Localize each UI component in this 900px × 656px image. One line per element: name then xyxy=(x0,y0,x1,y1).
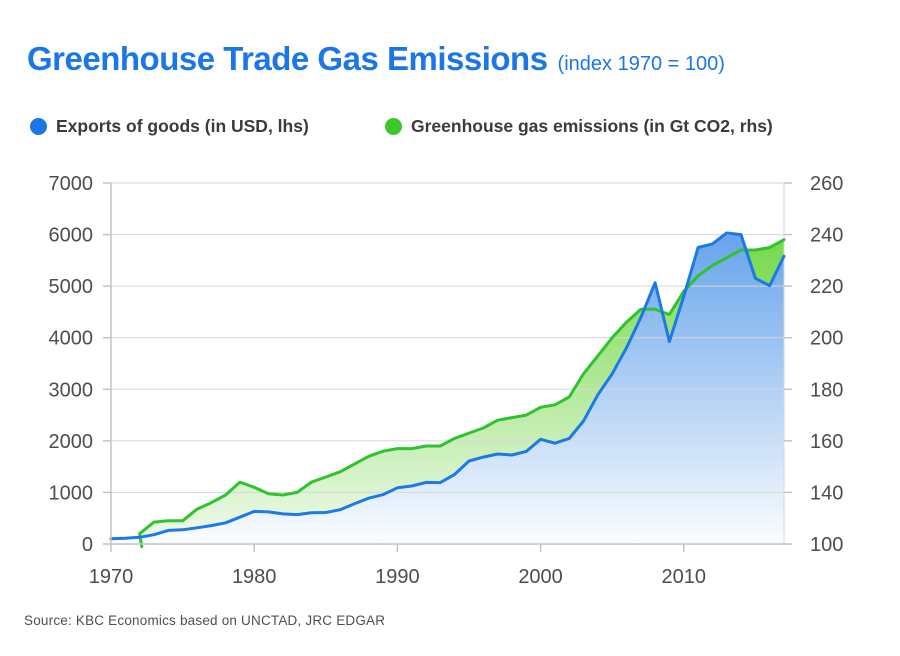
emissions-line xyxy=(138,238,786,549)
y-axis-right-label: 220 xyxy=(810,276,843,298)
x-axis-label: 1980 xyxy=(232,566,277,588)
emissions-legend-dot-icon xyxy=(385,117,402,135)
y-axis-left-label: 5000 xyxy=(49,276,94,298)
exports-area xyxy=(111,233,784,544)
y-axis-right-label: 140 xyxy=(810,482,843,504)
exports-legend-label: Exports of goods (in USD, lhs) xyxy=(56,115,309,136)
y-axis-left-label: 4000 xyxy=(49,328,94,350)
y-axis-right-label: 180 xyxy=(810,379,843,401)
exports-line xyxy=(109,231,786,541)
exports-legend-dot-icon xyxy=(30,117,47,135)
y-axis-left-label: 3000 xyxy=(49,379,94,401)
y-axis-right-label: 100 xyxy=(810,534,843,556)
y-axis-left-label: 0 xyxy=(82,534,93,556)
title-row: Greenhouse Trade Gas Emissions (index 19… xyxy=(27,40,725,78)
y-axis-left-label: 1000 xyxy=(49,482,94,504)
y-axis-left-label: 7000 xyxy=(49,173,94,195)
legend-item-emissions: Greenhouse gas emissions (in Gt CO2, rhs… xyxy=(385,113,773,139)
y-axis-left-label: 6000 xyxy=(49,225,94,247)
y-axis-left-label: 2000 xyxy=(49,431,94,453)
chart-subtitle: (index 1970 = 100) xyxy=(557,53,725,75)
y-axis-right-label: 240 xyxy=(810,225,843,247)
y-axis-right-label: 260 xyxy=(810,173,843,195)
chart-title: Greenhouse Trade Gas Emissions xyxy=(27,40,548,77)
legend-item-exports: Exports of goods (in USD, lhs) xyxy=(30,113,309,139)
x-axis-label: 1990 xyxy=(375,566,420,588)
y-axis-right-label: 200 xyxy=(810,328,843,350)
emissions-legend-label: Greenhouse gas emissions (in Gt CO2, rhs… xyxy=(411,115,773,136)
x-axis-label: 2000 xyxy=(518,566,563,588)
x-axis-label: 2010 xyxy=(662,566,707,588)
source-note: Source: KBC Economics based on UNCTAD, J… xyxy=(24,613,386,628)
y-axis-right-label: 160 xyxy=(810,431,843,453)
x-axis-label: 1970 xyxy=(89,566,134,588)
